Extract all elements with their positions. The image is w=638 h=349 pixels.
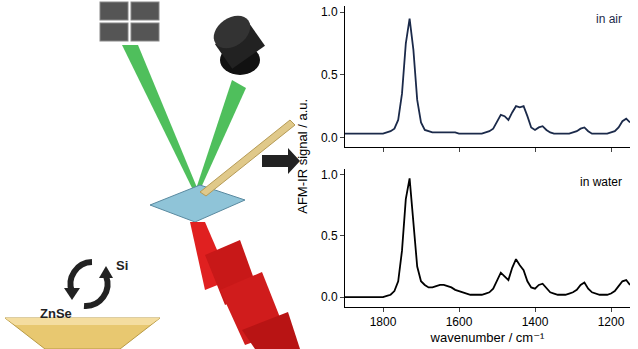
svg-text:ZnSe: ZnSe bbox=[40, 306, 72, 321]
svg-text:wavenumber / cm⁻¹: wavenumber / cm⁻¹ bbox=[430, 330, 545, 345]
svg-text:AFM-IR signal / a.u.: AFM-IR signal / a.u. bbox=[295, 99, 310, 214]
svg-text:Si: Si bbox=[116, 258, 128, 273]
svg-text:1400: 1400 bbox=[522, 315, 549, 329]
svg-text:1600: 1600 bbox=[446, 315, 473, 329]
svg-text:0.5: 0.5 bbox=[321, 229, 338, 243]
svg-text:1800: 1800 bbox=[370, 315, 397, 329]
svg-text:1.0: 1.0 bbox=[321, 168, 338, 182]
svg-text:0.0: 0.0 bbox=[321, 131, 338, 145]
svg-text:in air: in air bbox=[596, 12, 622, 26]
svg-text:1200: 1200 bbox=[598, 315, 625, 329]
svg-text:in water: in water bbox=[580, 175, 622, 189]
svg-text:1.0: 1.0 bbox=[321, 5, 338, 19]
svg-text:0.5: 0.5 bbox=[321, 68, 338, 82]
svg-text:0.0: 0.0 bbox=[321, 290, 338, 304]
